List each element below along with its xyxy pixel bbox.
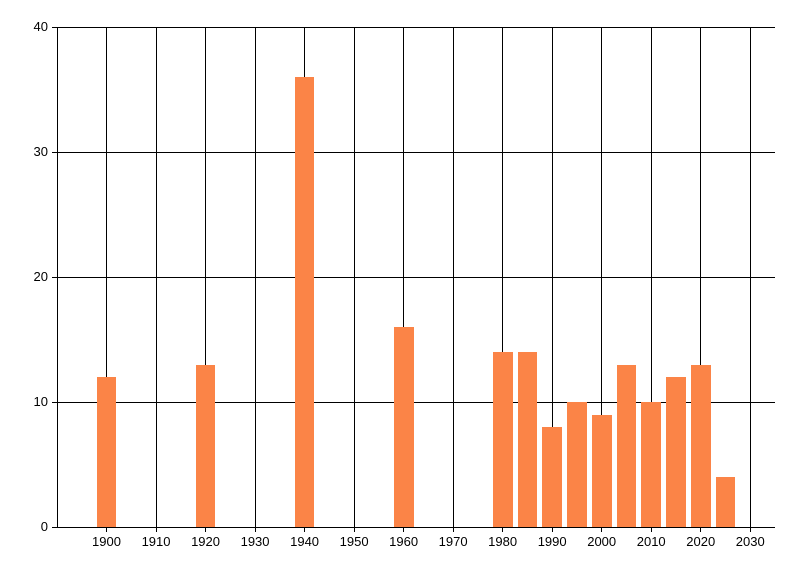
x-gridline bbox=[452, 27, 454, 532]
x-tick-label: 2020 bbox=[686, 534, 716, 549]
bar bbox=[616, 364, 637, 527]
x-tick-label: 1980 bbox=[488, 534, 518, 549]
y-tick-label: 30 bbox=[33, 144, 48, 159]
x-tick-label: 1900 bbox=[92, 534, 121, 549]
x-gridline bbox=[700, 27, 702, 532]
y-gridline bbox=[52, 26, 775, 28]
y-tick-label: 10 bbox=[33, 394, 48, 409]
x-tick-label: 2000 bbox=[587, 534, 617, 549]
bar bbox=[294, 77, 315, 527]
x-gridline bbox=[403, 27, 405, 532]
y-gridline bbox=[52, 276, 775, 278]
bar bbox=[195, 364, 216, 527]
x-tick-label: 2030 bbox=[735, 534, 765, 549]
y-gridline bbox=[52, 401, 775, 403]
x-axis-line bbox=[52, 526, 775, 528]
bar bbox=[492, 352, 513, 527]
bar bbox=[517, 352, 538, 527]
x-tick-label: 1920 bbox=[191, 534, 220, 549]
y-tick-label: 0 bbox=[40, 519, 48, 534]
x-gridline bbox=[155, 27, 157, 532]
bar bbox=[715, 477, 736, 527]
y-tick-label: 40 bbox=[33, 19, 48, 34]
x-tick-label: 2010 bbox=[636, 534, 666, 549]
x-tick-label: 1930 bbox=[240, 534, 270, 549]
x-gridline bbox=[502, 27, 504, 532]
bar bbox=[393, 327, 414, 527]
x-gridline bbox=[551, 27, 553, 532]
x-tick-label: 1940 bbox=[290, 534, 320, 549]
x-tick-label: 1990 bbox=[537, 534, 567, 549]
bar bbox=[690, 364, 711, 527]
bar bbox=[666, 377, 686, 527]
x-tick-label: 1910 bbox=[141, 534, 171, 549]
x-gridline bbox=[749, 27, 751, 532]
x-gridline bbox=[205, 27, 207, 532]
y-tick-label: 20 bbox=[33, 269, 48, 284]
bar bbox=[567, 402, 587, 527]
x-gridline bbox=[650, 27, 652, 532]
x-tick-label: 1950 bbox=[339, 534, 369, 549]
bar bbox=[641, 402, 662, 527]
x-gridline bbox=[601, 27, 603, 532]
x-tick-label: 1960 bbox=[389, 534, 419, 549]
bar bbox=[591, 414, 612, 527]
x-gridline bbox=[106, 27, 108, 532]
bar bbox=[96, 377, 117, 527]
x-tick-label: 1970 bbox=[438, 534, 468, 549]
bar bbox=[542, 427, 563, 527]
y-gridline bbox=[52, 151, 775, 153]
x-gridline bbox=[254, 27, 256, 532]
y-axis-line bbox=[57, 27, 58, 527]
x-gridline bbox=[353, 27, 355, 532]
